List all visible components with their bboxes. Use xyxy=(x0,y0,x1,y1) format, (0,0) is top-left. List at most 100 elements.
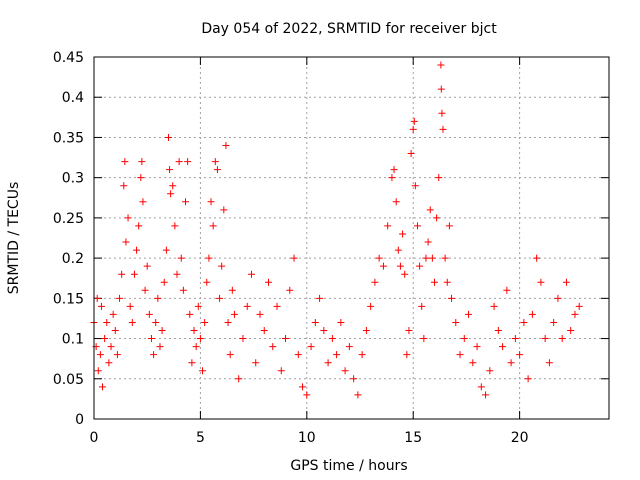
data-point xyxy=(128,318,136,326)
data-point xyxy=(550,318,558,326)
data-point xyxy=(428,254,436,262)
data-point xyxy=(269,343,277,351)
x-tick-label: 20 xyxy=(511,430,529,446)
data-point xyxy=(409,125,417,133)
data-point xyxy=(411,182,419,190)
data-point xyxy=(545,359,553,367)
data-point xyxy=(345,343,353,351)
data-point xyxy=(554,294,562,302)
y-axis-label: SRMTID / TECUs xyxy=(6,182,22,295)
data-point xyxy=(303,391,311,399)
data-point xyxy=(316,294,324,302)
data-point xyxy=(524,375,532,383)
x-axis-label: GPS time / hours xyxy=(290,458,407,474)
data-point xyxy=(247,270,255,278)
data-point xyxy=(154,294,162,302)
data-point xyxy=(443,278,451,286)
data-point xyxy=(437,61,445,69)
data-point xyxy=(430,278,438,286)
data-point xyxy=(190,327,198,335)
data-point xyxy=(96,351,104,359)
data-point xyxy=(230,310,238,318)
data-point xyxy=(438,109,446,117)
data-point xyxy=(482,391,490,399)
data-point xyxy=(407,150,415,158)
data-point xyxy=(171,222,179,230)
x-tick-label: 15 xyxy=(404,430,422,446)
data-point xyxy=(186,310,194,318)
data-point xyxy=(541,335,549,343)
data-point xyxy=(145,310,153,318)
y-tick-label: 0.1 xyxy=(62,332,84,348)
data-point xyxy=(410,117,418,125)
data-point xyxy=(320,327,328,335)
data-point xyxy=(571,310,579,318)
data-point xyxy=(256,310,264,318)
data-point xyxy=(179,286,187,294)
data-point xyxy=(392,198,400,206)
data-point xyxy=(222,141,230,149)
data-point xyxy=(490,302,498,310)
axis-ticks: 0 0.05 0.1 0.15 0.2 0.25 0.3 0.35 0.4 0.45 0 5 10 15 2… xyxy=(53,50,609,446)
data-point xyxy=(160,278,168,286)
data-points xyxy=(90,61,583,399)
data-point xyxy=(394,246,402,254)
data-point xyxy=(226,351,234,359)
data-point xyxy=(456,351,464,359)
data-point xyxy=(448,294,456,302)
data-point xyxy=(435,174,443,182)
data-point xyxy=(401,270,409,278)
data-point xyxy=(107,343,115,351)
grid xyxy=(94,57,609,419)
data-point xyxy=(350,375,358,383)
data-point xyxy=(503,286,511,294)
data-point xyxy=(405,327,413,335)
data-point xyxy=(437,85,445,93)
data-point xyxy=(362,327,370,335)
data-point xyxy=(137,174,145,182)
data-point xyxy=(126,302,134,310)
data-point xyxy=(164,133,172,141)
data-point xyxy=(138,158,146,166)
data-point xyxy=(166,166,174,174)
data-point xyxy=(175,158,183,166)
data-point xyxy=(469,359,477,367)
data-point xyxy=(473,343,481,351)
data-point xyxy=(499,343,507,351)
data-point xyxy=(558,335,566,343)
data-point xyxy=(130,270,138,278)
data-point xyxy=(533,254,541,262)
data-point xyxy=(156,343,164,351)
data-point xyxy=(341,367,349,375)
data-point xyxy=(94,367,102,375)
data-point xyxy=(282,335,290,343)
data-point xyxy=(511,335,519,343)
data-point xyxy=(207,198,215,206)
data-point xyxy=(575,302,583,310)
data-point xyxy=(147,335,155,343)
data-point xyxy=(528,310,536,318)
data-point xyxy=(167,190,175,198)
data-point xyxy=(203,278,211,286)
data-point xyxy=(299,383,307,391)
x-tick-label: 5 xyxy=(196,430,205,446)
x-tick-label: 0 xyxy=(90,430,99,446)
data-point xyxy=(273,302,281,310)
data-point xyxy=(460,335,468,343)
data-point xyxy=(162,246,170,254)
data-point xyxy=(150,351,158,359)
data-point xyxy=(294,351,302,359)
data-point xyxy=(277,367,285,375)
chart-title: Day 054 of 2022, SRMTID for receiver bjc… xyxy=(201,21,497,37)
data-point xyxy=(201,318,209,326)
data-point xyxy=(390,166,398,174)
data-point xyxy=(311,318,319,326)
data-point xyxy=(286,286,294,294)
y-tick-label: 0.45 xyxy=(53,50,84,66)
data-point xyxy=(213,166,221,174)
data-point xyxy=(194,302,202,310)
data-point xyxy=(416,262,424,270)
y-tick-label: 0.4 xyxy=(62,90,84,106)
data-point xyxy=(252,359,260,367)
data-point xyxy=(196,335,204,343)
